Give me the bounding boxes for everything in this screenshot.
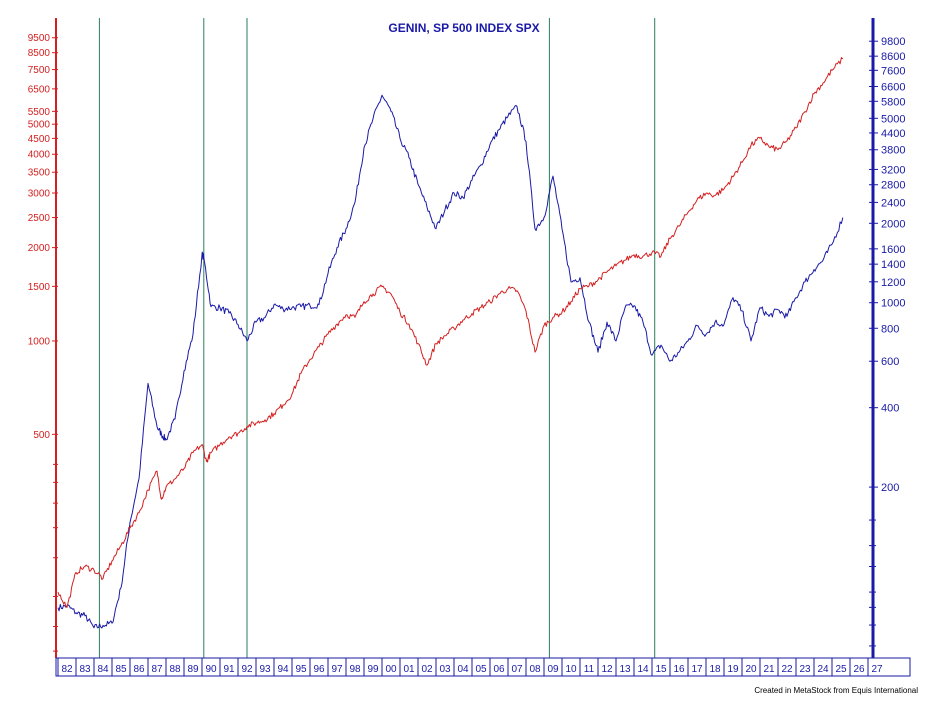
left-tick-label-6: 3500 [28, 168, 51, 179]
chart-title: GENIN, SP 500 INDEX SPX [388, 21, 539, 35]
x-tick-label-5: 87 [151, 664, 163, 675]
left-axis: 500 1000 1500 2000 2500 3000 3500 4000 4500 5000 5… [28, 33, 58, 652]
x-tick-label-15: 97 [331, 664, 343, 675]
right-tick-label-0: 200 [881, 482, 899, 494]
right-tick-label-14: 5000 [881, 113, 905, 125]
right-tick-label-1: 400 [881, 403, 899, 415]
x-tick-label-39: 21 [763, 664, 775, 675]
x-tick-label-32: 14 [637, 664, 649, 675]
right-tick-label-16: 6600 [881, 81, 905, 93]
left-tick-label-0: 500 [33, 430, 50, 441]
left-tick-label-7: 4000 [28, 150, 51, 161]
x-tick-label-31: 13 [619, 664, 631, 675]
x-tick-label-19: 01 [403, 664, 415, 675]
right-tick-label-5: 1200 [881, 277, 905, 289]
x-tick-label-20: 02 [421, 664, 433, 675]
x-tick-label-6: 88 [169, 664, 181, 675]
left-tick-label-2: 1500 [28, 282, 51, 293]
x-tick-label-12: 94 [277, 664, 289, 675]
x-tick-label-1: 83 [79, 664, 91, 675]
left-tick-label-12: 7500 [28, 65, 51, 76]
x-tick-label-17: 99 [367, 664, 379, 675]
right-tick-label-2: 600 [881, 356, 899, 368]
left-tick-label-4: 2500 [28, 213, 51, 224]
x-tick-label-3: 85 [115, 664, 127, 675]
x-tick-label-9: 91 [223, 664, 235, 675]
x-tick-label-40: 22 [781, 664, 793, 675]
x-axis-band [55, 657, 911, 677]
series-layer [57, 57, 844, 629]
series-genin-line [57, 57, 844, 608]
right-tick-label-15: 5800 [881, 96, 905, 108]
x-tick-label-44: 26 [853, 664, 865, 675]
right-axis: 200 400 600 800 1000 1200 1400 1600 2000 2400 2800… [869, 36, 905, 647]
x-tick-label-11: 93 [259, 664, 271, 675]
x-tick-label-43: 25 [835, 664, 847, 675]
left-tick-label-9: 5000 [28, 120, 51, 131]
x-tick-label-4: 86 [133, 664, 145, 675]
right-tick-label-6: 1400 [881, 259, 905, 271]
x-axis: 82 83 84 85 86 87 88 89 90 91 92 93 94 95 96 97 98 99 00 01… [57, 658, 883, 676]
x-tick-label-38: 20 [745, 664, 757, 675]
x-tick-label-23: 05 [475, 664, 487, 675]
x-tick-label-37: 19 [727, 664, 739, 675]
credit-text: Created in MetaStock from Equis Internat… [754, 686, 918, 695]
x-tick-label-24: 06 [493, 664, 505, 675]
x-tick-label-13: 95 [295, 664, 307, 675]
left-tick-label-13: 8500 [28, 48, 51, 59]
right-tick-label-8: 2000 [881, 218, 905, 230]
right-tick-label-10: 2800 [881, 180, 905, 192]
x-tick-label-27: 09 [547, 664, 559, 675]
left-tick-label-11: 6500 [28, 84, 51, 95]
right-tick-label-3: 800 [881, 323, 899, 335]
x-tick-label-28: 10 [565, 664, 577, 675]
x-tick-label-14: 96 [313, 664, 325, 675]
right-tick-label-4: 1000 [881, 298, 905, 310]
x-tick-label-30: 12 [601, 664, 613, 675]
right-tick-label-11: 3200 [881, 164, 905, 176]
x-tick-label-16: 98 [349, 664, 361, 675]
left-tick-label-1: 1000 [28, 336, 51, 347]
series-spx-line [57, 94, 844, 629]
x-tick-label-18: 00 [385, 664, 397, 675]
x-tick-label-2: 84 [97, 664, 109, 675]
x-tick-label-0: 82 [61, 664, 73, 675]
right-tick-label-13: 4400 [881, 128, 905, 140]
right-tick-label-9: 2400 [881, 197, 905, 209]
x-tick-label-21: 03 [439, 664, 451, 675]
x-tick-label-35: 17 [691, 664, 703, 675]
right-tick-label-7: 1600 [881, 244, 905, 256]
left-tick-label-10: 5500 [28, 107, 51, 118]
right-tick-label-19: 9800 [881, 36, 905, 48]
x-tick-label-36: 18 [709, 664, 721, 675]
left-tick-label-8: 4500 [28, 134, 51, 145]
x-tick-label-22: 04 [457, 664, 469, 675]
x-tick-label-26: 08 [529, 664, 541, 675]
cycle-lines [98, 18, 656, 658]
x-tick-label-29: 11 [584, 664, 595, 675]
x-tick-label-41: 23 [799, 664, 811, 675]
right-tick-label-17: 7600 [881, 65, 905, 77]
x-tick-label-45: 27 [871, 664, 883, 675]
x-tick-label-7: 89 [187, 664, 199, 675]
x-tick-label-10: 92 [241, 664, 253, 675]
right-tick-label-18: 8600 [881, 51, 905, 63]
left-tick-label-14: 9500 [28, 33, 51, 44]
x-tick-label-42: 24 [817, 664, 829, 675]
x-tick-label-34: 16 [673, 664, 685, 675]
x-tick-label-8: 90 [205, 664, 217, 675]
left-tick-label-3: 2000 [28, 243, 51, 254]
x-tick-label-33: 15 [655, 664, 667, 675]
x-tick-label-25: 07 [511, 664, 523, 675]
right-tick-label-12: 3800 [881, 145, 905, 157]
left-tick-label-5: 3000 [28, 188, 51, 199]
